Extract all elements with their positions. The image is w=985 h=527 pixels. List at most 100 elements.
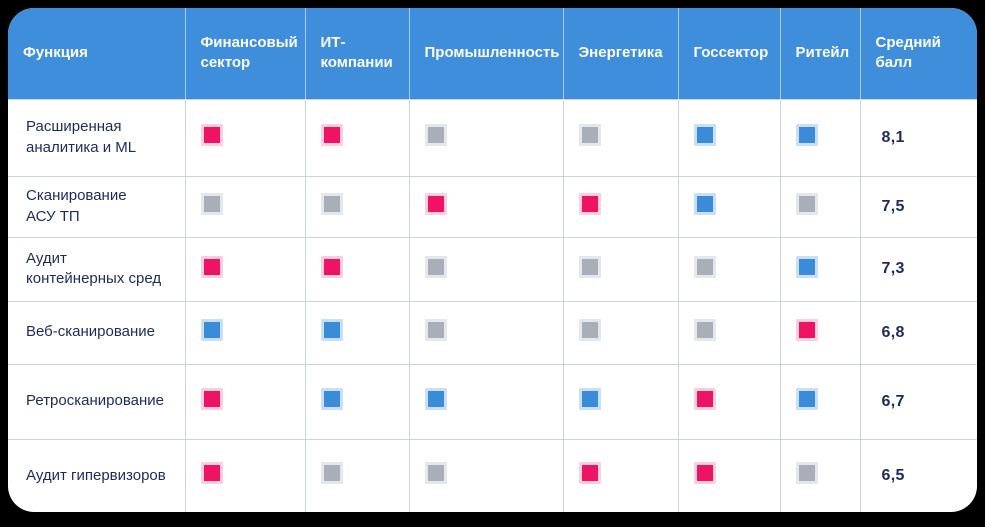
mark-cell bbox=[678, 98, 781, 176]
mark-cell bbox=[563, 175, 679, 237]
table-header: Функция Финансовый сектор ИТ- компании Пром… bbox=[8, 8, 977, 99]
gray-square-icon bbox=[200, 193, 223, 215]
pink-square-icon bbox=[200, 388, 223, 410]
pink-square-icon bbox=[200, 462, 223, 485]
blue-square-icon bbox=[795, 388, 818, 410]
mark-cell bbox=[678, 363, 781, 439]
gray-square-icon bbox=[424, 255, 447, 278]
gray-square-icon bbox=[693, 255, 716, 278]
column-header: Финансовый сектор bbox=[185, 8, 306, 99]
blue-square-icon bbox=[320, 388, 343, 410]
blue-square-icon bbox=[693, 124, 716, 146]
pink-square-icon bbox=[795, 319, 818, 341]
function-label: Ретросканирование bbox=[8, 363, 186, 439]
mark-cell bbox=[185, 363, 306, 439]
mark-cell bbox=[780, 363, 861, 439]
gray-square-icon bbox=[795, 193, 818, 215]
header-row: Функция Финансовый сектор ИТ- компании Пром… bbox=[8, 8, 977, 99]
mark-cell bbox=[185, 236, 306, 301]
gray-square-icon bbox=[795, 462, 818, 485]
gray-square-icon bbox=[578, 124, 601, 146]
mark-cell bbox=[780, 236, 861, 301]
average-score: 6,7 bbox=[860, 363, 977, 439]
mark-cell bbox=[780, 438, 861, 512]
gray-square-icon bbox=[693, 319, 716, 341]
mark-cell bbox=[409, 98, 564, 176]
mark-cell bbox=[563, 300, 679, 364]
pink-square-icon bbox=[578, 462, 601, 485]
mark-cell bbox=[563, 236, 679, 301]
gray-square-icon bbox=[320, 462, 343, 485]
mark-cell bbox=[678, 300, 781, 364]
mark-cell bbox=[780, 300, 861, 364]
gray-square-icon bbox=[424, 319, 447, 341]
feature-sector-matrix: Функция Финансовый сектор ИТ- компании Пром… bbox=[8, 8, 977, 512]
average-score: 7,5 bbox=[860, 175, 977, 237]
table-body: Расширенная аналитика и ML 8,1 Сканировани… bbox=[8, 98, 977, 512]
mark-cell bbox=[185, 438, 306, 512]
table-row: Аудит контейнерных сред 7,3 bbox=[8, 236, 977, 301]
gray-square-icon bbox=[578, 255, 601, 278]
column-header: Функция bbox=[8, 8, 186, 99]
column-header: Госсектор bbox=[678, 8, 781, 99]
blue-square-icon bbox=[795, 124, 818, 146]
function-label: Сканирование АСУ ТП bbox=[8, 175, 186, 237]
pink-square-icon bbox=[320, 124, 343, 146]
function-label: Аудит контейнерных сред bbox=[8, 236, 186, 301]
mark-cell bbox=[780, 175, 861, 237]
function-label: Расширенная аналитика и ML bbox=[8, 98, 186, 176]
average-score: 7,3 bbox=[860, 236, 977, 301]
blue-square-icon bbox=[578, 388, 601, 410]
mark-cell bbox=[305, 438, 410, 512]
mark-cell bbox=[409, 438, 564, 512]
table-row: Сканирование АСУ ТП 7,5 bbox=[8, 175, 977, 237]
table-row: Расширенная аналитика и ML 8,1 bbox=[8, 98, 977, 176]
pink-square-icon bbox=[578, 193, 601, 215]
pink-square-icon bbox=[320, 255, 343, 278]
table-row: Аудит гипервизоров 6,5 bbox=[8, 438, 977, 512]
mark-cell bbox=[563, 98, 679, 176]
blue-square-icon bbox=[200, 319, 223, 341]
mark-cell bbox=[305, 300, 410, 364]
average-score: 8,1 bbox=[860, 98, 977, 176]
mark-cell bbox=[409, 363, 564, 439]
blue-square-icon bbox=[424, 388, 447, 410]
mark-cell bbox=[305, 98, 410, 176]
pink-square-icon bbox=[693, 462, 716, 485]
mark-cell bbox=[409, 236, 564, 301]
gray-square-icon bbox=[424, 462, 447, 485]
mark-cell bbox=[185, 175, 306, 237]
mark-cell bbox=[185, 300, 306, 364]
gray-square-icon bbox=[424, 124, 447, 146]
pink-square-icon bbox=[200, 255, 223, 278]
mark-cell bbox=[409, 300, 564, 364]
column-header: Промышленность bbox=[409, 8, 564, 99]
function-label: Аудит гипервизоров bbox=[8, 438, 186, 512]
gray-square-icon bbox=[320, 193, 343, 215]
column-header: Энергетика bbox=[563, 8, 679, 99]
pink-square-icon bbox=[200, 124, 223, 146]
mark-cell bbox=[780, 98, 861, 176]
average-score: 6,8 bbox=[860, 300, 977, 364]
column-header: ИТ- компании bbox=[305, 8, 410, 99]
pink-square-icon bbox=[693, 388, 716, 410]
mark-cell bbox=[678, 236, 781, 301]
mark-cell bbox=[563, 363, 679, 439]
mark-cell bbox=[185, 98, 306, 176]
gray-square-icon bbox=[578, 319, 601, 341]
column-header: Ритейл bbox=[780, 8, 861, 99]
mark-cell bbox=[305, 236, 410, 301]
mark-cell bbox=[305, 363, 410, 439]
pink-square-icon bbox=[424, 193, 447, 215]
mark-cell bbox=[409, 175, 564, 237]
column-header: Средний балл bbox=[860, 8, 977, 99]
mark-cell bbox=[678, 438, 781, 512]
mark-cell bbox=[563, 438, 679, 512]
mark-cell bbox=[305, 175, 410, 237]
blue-square-icon bbox=[320, 319, 343, 341]
function-label: Веб-сканирование bbox=[8, 300, 186, 364]
blue-square-icon bbox=[693, 193, 716, 215]
table-row: Ретросканирование 6,7 bbox=[8, 363, 977, 439]
comparison-table-card: Функция Финансовый сектор ИТ- компании Пром… bbox=[8, 8, 977, 512]
average-score: 6,5 bbox=[860, 438, 977, 512]
